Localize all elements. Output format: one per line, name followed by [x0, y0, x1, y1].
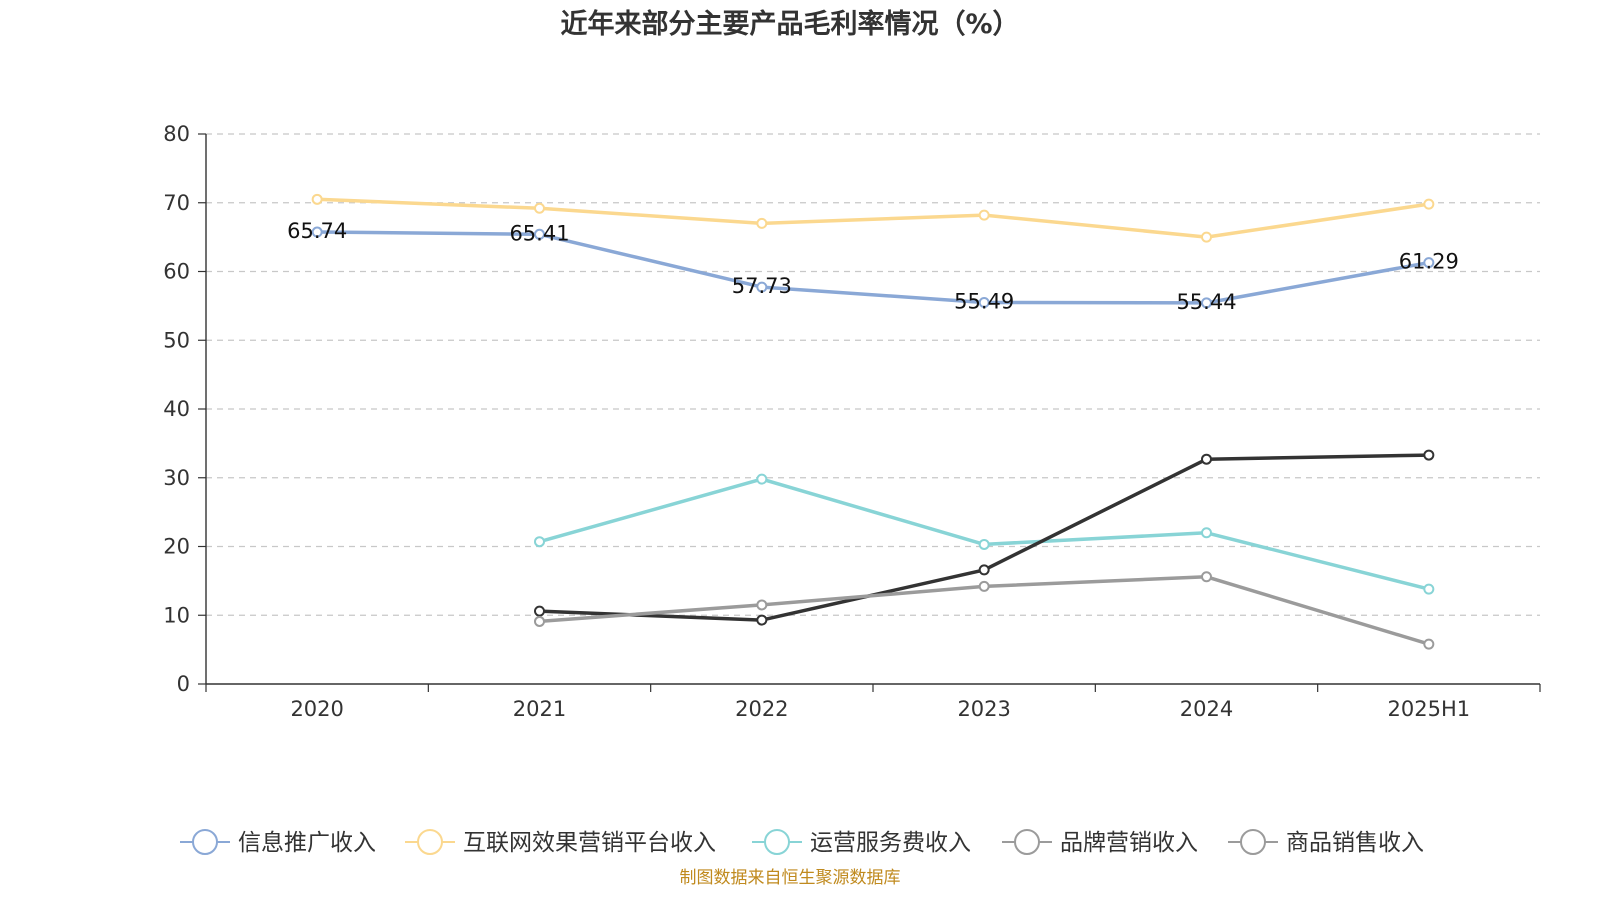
series-1-point-0	[311, 193, 323, 205]
series-1-point-2	[756, 217, 768, 229]
legend-label-0: 信息推广收入	[238, 830, 376, 856]
axes: 0 10 20 30 40 50 60 70 80 2020 2021 2022 2023 2024 202…	[163, 122, 1541, 721]
chart-title: 近年来部分主要产品毛利率情况（%）	[560, 8, 1019, 40]
y-tick-label-70: 70	[163, 191, 190, 215]
series-4-point-3	[978, 580, 990, 592]
series-line-3	[539, 453, 1429, 622]
series-1-point-3	[978, 209, 990, 221]
legend-marker-4	[1240, 829, 1266, 855]
legend-label-3: 品牌营销收入	[1060, 830, 1198, 856]
series-2-point-2	[756, 473, 768, 485]
source-note: 制图数据来自恒生聚源数据库	[680, 868, 901, 888]
series-0-point-4	[1201, 297, 1212, 309]
y-tick-label-10: 10	[163, 603, 190, 627]
x-tick-label-2020: 2020	[290, 697, 343, 721]
series-0-point-5	[1423, 257, 1435, 269]
series-3-point-4	[1201, 453, 1212, 465]
series-2-point-4	[1201, 527, 1212, 539]
data-labels: 65.74 65.41 57.73 55.49 55.44 61.29	[287, 219, 1459, 314]
series-0-point-2	[756, 281, 768, 293]
series-2-point-5	[1423, 583, 1435, 595]
y-tick-label-60: 60	[163, 260, 190, 284]
series-3-point-1	[534, 605, 545, 617]
series-3-point-3	[978, 564, 990, 576]
series-3-point-2	[756, 614, 768, 626]
x-tick-label-2021: 2021	[513, 697, 566, 721]
data-label-0-0: 65.74	[287, 219, 347, 243]
data-label-0-2: 57.73	[732, 274, 792, 298]
data-label-0-1: 65.41	[509, 221, 569, 245]
series-line-1	[317, 197, 1430, 239]
y-tick-label-50: 50	[163, 328, 190, 352]
data-label-0-3: 55.49	[954, 290, 1014, 314]
series-group	[311, 193, 1435, 650]
series-1-point-4	[1201, 231, 1212, 243]
data-label-0-5: 61.29	[1399, 250, 1459, 274]
series-4-point-2	[756, 599, 768, 611]
legend-marker-2	[764, 829, 790, 855]
series-0-point-0	[311, 226, 323, 238]
y-tick-label-30: 30	[163, 466, 190, 490]
y-tick-label-0: 0	[177, 672, 190, 696]
x-tick-label-2022: 2022	[735, 697, 788, 721]
series-4-point-4	[1201, 571, 1212, 583]
series-2-point-3	[978, 538, 990, 550]
series-1-point-1	[534, 202, 545, 214]
x-tick-label-2025H1: 2025H1	[1388, 697, 1471, 721]
y-tick-label-20: 20	[163, 535, 190, 559]
grid-lines	[206, 133, 1540, 616]
y-tick-label-80: 80	[163, 122, 190, 146]
legend: 信息推广收入 互联网效果营销平台收入 运营服务费收入 品牌营销收入 商品销售收入	[180, 829, 1424, 856]
legend-marker-1	[417, 829, 443, 855]
series-0-point-1	[534, 228, 545, 240]
data-label-0-4: 55.44	[1176, 290, 1236, 314]
x-tick-label-2023: 2023	[957, 697, 1010, 721]
legend-label-2: 运营服务费收入	[810, 830, 971, 856]
legend-label-1: 互联网效果营销平台收入	[463, 830, 716, 856]
series-3-point-5	[1423, 449, 1435, 461]
series-4-point-5	[1423, 638, 1435, 650]
x-tick-label-2024: 2024	[1180, 697, 1233, 721]
legend-marker-0	[192, 829, 218, 855]
legend-label-4: 商品销售收入	[1286, 830, 1424, 856]
series-line-0	[317, 230, 1430, 305]
y-tick-label-40: 40	[163, 397, 190, 421]
series-2-point-1	[534, 536, 545, 548]
series-4-point-1	[534, 615, 545, 627]
series-0-point-3	[978, 297, 990, 309]
series-1-point-5	[1423, 198, 1435, 210]
legend-marker-3	[1014, 829, 1040, 855]
